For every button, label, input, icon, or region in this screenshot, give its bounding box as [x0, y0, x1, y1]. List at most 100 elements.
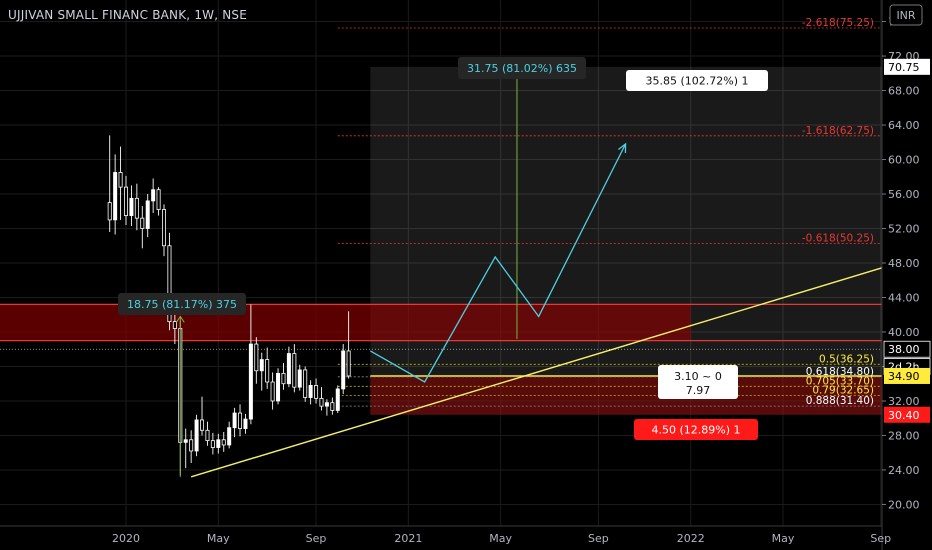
annotation-box	[658, 365, 738, 399]
annotation-box	[118, 293, 246, 315]
annotation-label: 7.97	[686, 384, 711, 397]
candle-body	[286, 353, 291, 385]
candle-body	[151, 189, 156, 202]
candle-body	[172, 321, 177, 329]
candle-body	[156, 189, 161, 210]
price-axis-label-box	[883, 340, 931, 358]
price-axis-label-box	[884, 367, 930, 384]
fib-label: 0.618(34.80)	[806, 366, 874, 378]
annotation-box	[626, 70, 768, 91]
price-tick-label: 60.00	[888, 154, 920, 167]
price-tick-label: 68.00	[888, 85, 920, 98]
price-tick-label: 52.00	[888, 223, 920, 236]
fib-label: 0.705(33.70)	[806, 375, 874, 387]
candle-body	[183, 439, 188, 443]
price-tick-label: 32.00	[888, 395, 920, 408]
price-tick-label: 24.00	[888, 464, 920, 477]
time-tick-label: Sep	[870, 532, 891, 545]
candle-body	[107, 202, 112, 221]
price-axis-label: 30.40	[888, 409, 920, 422]
price-tick-label: 20.00	[888, 498, 920, 511]
price-tick-label: 64.00	[888, 119, 920, 132]
fib-label: 0.888(31.40)	[806, 395, 874, 407]
fib-label: -0.618(50.25)	[802, 233, 874, 245]
time-tick-label: May	[489, 532, 512, 545]
price-axis-label: 38.00	[888, 343, 920, 356]
fib-label: -1.618(62.75)	[802, 125, 874, 137]
candle-body	[281, 372, 286, 385]
candle-body	[134, 197, 139, 219]
candle-body	[330, 402, 335, 411]
price-tick-label: 44.00	[888, 291, 920, 304]
annotation-label: 3.10 ~ 0	[674, 370, 722, 383]
price-axis-label: 70.75	[888, 61, 920, 74]
price-tick-label: 56.00	[888, 188, 920, 201]
time-tick-label: 2020	[112, 532, 140, 545]
price-axis-bg	[882, 0, 932, 550]
price-tick-label: 48.00	[888, 257, 920, 270]
candle-body	[162, 209, 167, 247]
currency-button[interactable]	[889, 4, 923, 26]
projection-arrowhead	[618, 142, 627, 154]
candle-body	[324, 402, 329, 407]
annotation-label: 18.75 (81.17%) 375	[127, 298, 237, 311]
time-tick-label: Sep	[306, 532, 327, 545]
candle-body	[113, 172, 118, 221]
projection-path[interactable]	[370, 143, 627, 383]
fib-label: -2.618(75.25)	[802, 17, 874, 29]
annotation-box	[458, 57, 586, 79]
fib-label: 0.79(32.65)	[812, 384, 874, 396]
candle-body	[270, 381, 275, 402]
target-zone	[370, 66, 882, 415]
candle-body	[254, 343, 259, 372]
chart-title: UJJIVAN SMALL FINANC BANK, 1W, NSE	[8, 8, 248, 22]
candle-body	[205, 429, 210, 442]
candle-body	[129, 197, 134, 216]
candle-body	[292, 353, 297, 388]
annotation-box	[634, 419, 758, 440]
candle-body	[189, 439, 194, 452]
price-axis-label-box	[884, 58, 930, 75]
annotation-label: 31.75 (81.02%) 635	[467, 62, 577, 75]
candle-body	[232, 412, 237, 429]
annotation-label: 35.85 (102.72%) 1	[645, 75, 748, 88]
candle-body	[259, 359, 264, 372]
candle-body	[319, 397, 324, 407]
time-tick-label: 2022	[677, 532, 705, 545]
time-tick-label: Sep	[588, 532, 609, 545]
candle-body	[210, 440, 215, 448]
price-tick-label: 40.00	[888, 326, 920, 339]
time-tick-label: 2021	[394, 532, 422, 545]
measure-arrowhead-left	[175, 315, 185, 323]
candle-body	[265, 359, 270, 383]
price-tick-label: 28.00	[888, 429, 920, 442]
time-tick-label: May	[772, 532, 795, 545]
candle-body	[341, 350, 346, 390]
candle-body	[140, 217, 145, 229]
resistance-zone	[0, 304, 691, 341]
time-tick-label: May	[207, 532, 230, 545]
candle-body	[248, 343, 253, 420]
candle-body	[145, 200, 150, 229]
candle-body	[314, 385, 319, 399]
candle-body	[276, 372, 281, 402]
candle-body	[346, 350, 351, 377]
annotation-label: 4.50 (12.89%) 1	[651, 424, 740, 437]
candle-body	[308, 385, 313, 398]
candle-body	[221, 439, 226, 446]
candle-body	[297, 369, 302, 388]
fib-label: 0.5(36.25)	[819, 353, 874, 365]
price-axis-label: 34.90	[888, 370, 920, 383]
price-axis-label-box	[884, 406, 930, 423]
candle-body	[238, 412, 243, 429]
candle-body	[216, 439, 221, 448]
candle-body	[194, 419, 199, 452]
candle-body	[118, 172, 123, 188]
candle-body	[200, 419, 205, 431]
candle-body	[335, 388, 340, 411]
candle-body	[227, 427, 232, 446]
candle-body	[167, 245, 172, 323]
candle-body	[243, 418, 248, 429]
